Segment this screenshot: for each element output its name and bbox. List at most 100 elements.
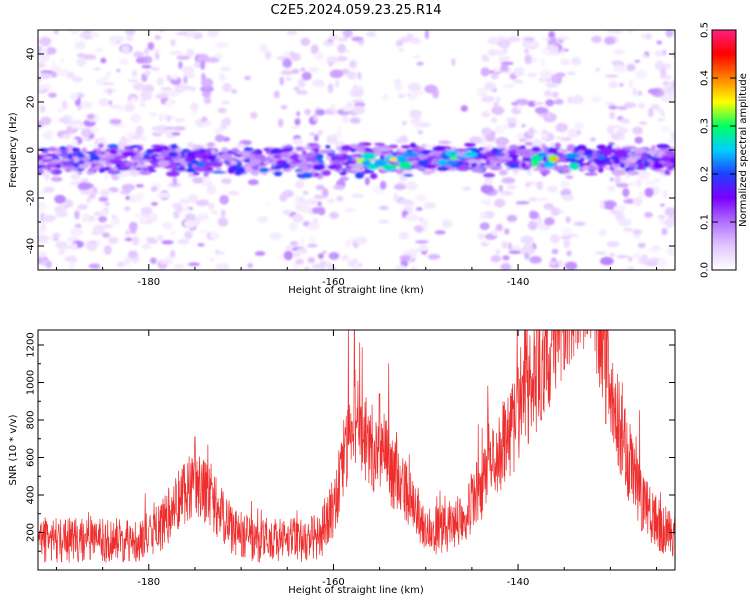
spectrogram-blob [300,237,305,248]
spectrogram-blob [46,260,52,269]
spectrogram-blob [170,38,176,47]
spectrogram-blob [525,182,531,188]
spectrogram-blob [555,136,566,140]
spectrogram-blob [207,154,216,161]
spectrogram-blob [264,50,272,60]
spectrogram-blob [406,92,412,97]
spectrogram-blob [307,222,320,231]
spectrogram-blob [529,211,540,220]
spectrogram-blob [329,211,339,219]
spectrogram-blob [217,107,227,114]
spectrogram-blob [51,176,63,182]
spectrogram-blob [145,169,150,175]
spectrogram-blob [622,146,637,150]
spectrogram-blob [172,126,186,131]
spectrogram-blob [644,261,658,267]
spectrogram-blob [309,132,315,136]
spectrogram-blob [150,66,161,71]
y-tick-label: 1000 [26,370,37,395]
spectrogram-blob [202,175,210,179]
spectrogram-blob [328,61,333,67]
snr-panel: -180 -160 -140 200 400 600 800 1000 1200 Height … [8,329,676,596]
spectrogram-blob [250,151,259,155]
spectrogram-blob [434,230,446,235]
spectrogram-frame [37,29,676,271]
spectrogram-blob [124,103,135,113]
y-tick-label: -40 [26,238,37,254]
spectrogram-blob [534,107,549,114]
spectrogram-blob [399,36,412,43]
spectrogram-blob [293,86,300,91]
spectrogram-blob [44,132,53,140]
spectrogram-blob [565,261,578,270]
spectrogram-blob [501,55,510,61]
spectrogram-blob [500,64,509,72]
spectrogram-blob [445,151,453,157]
spectrogram-blob [514,98,529,106]
spectrogram-blob [354,262,360,270]
spectrogram-blob [329,33,338,41]
spectrogram-blob [489,165,502,171]
spectrogram-blob [487,48,498,57]
spectrogram-blob [54,30,59,35]
spectrogram-blob [131,69,138,77]
spectrogram-blob [312,164,326,171]
spectrogram-blob [296,90,308,95]
spectrogram-blob [539,169,551,175]
spectrogram-blob [76,57,87,67]
spectrogram-blob [172,176,178,186]
spectrogram-blob [544,217,555,226]
spectrogram-blob [398,48,405,52]
spectrogram-blob [222,82,232,93]
spectrogram-blob [290,125,301,129]
spectrogram-blob [504,228,510,235]
spectrogram-blob [350,88,365,98]
spectrogram-blob [614,175,621,185]
spectrogram-blob [259,43,268,53]
spectrogram-y-label: Frequency (Hz) [8,112,19,188]
spectrogram-blob [214,134,225,143]
spectrogram-blob [106,71,112,76]
spectrogram-blob [660,126,671,132]
spectrogram-blob [66,167,80,171]
spectrogram-blob [178,61,183,70]
spectrogram-blob [279,193,288,202]
spectrogram-blob [334,140,345,148]
spectrogram-blob [494,125,505,134]
spectrogram-blob [111,123,126,128]
colorbar-ticks: 0.0 0.1 0.2 0.3 0.4 0.5 [700,22,736,278]
spectrogram-blob [196,53,210,64]
spectrogram-blob [664,218,675,228]
spectrogram-blob [235,166,246,174]
spectrogram-blob [652,162,666,169]
spectrogram-blob [71,76,83,83]
spectrogram-blob [664,170,671,175]
spectrogram-blob [277,255,284,259]
spectrogram-blob [399,255,412,261]
spectrogram-blob [550,207,561,216]
spectrogram-blob [116,68,121,73]
spectrogram-blob [520,152,534,158]
spectrogram-blob [557,148,564,154]
spectrogram-blob [495,249,501,255]
spectrogram-blob [317,206,326,216]
spectrogram-blob [164,100,174,109]
spectrogram-blob [493,67,503,73]
spectrogram-blob [306,143,319,146]
spectrogram-blob [587,167,600,171]
spectrogram-blob [664,207,675,216]
spectrogram-blob [126,132,137,137]
spectrogram-blob [61,148,68,154]
spectrogram-blob [616,254,628,259]
spectrogram-blob [651,144,656,152]
spectrogram-blob [89,31,100,38]
spectrogram-blob [214,42,229,49]
spectrogram-blob [209,231,220,240]
spectrogram-blob [69,227,84,237]
spectrogram-blob [175,204,183,214]
spectrogram-blob [156,77,164,86]
spectrogram-blob [537,197,550,202]
spectrogram-blob [210,210,218,214]
spectrogram-blob [500,61,514,66]
spectrogram-blob [42,214,56,222]
